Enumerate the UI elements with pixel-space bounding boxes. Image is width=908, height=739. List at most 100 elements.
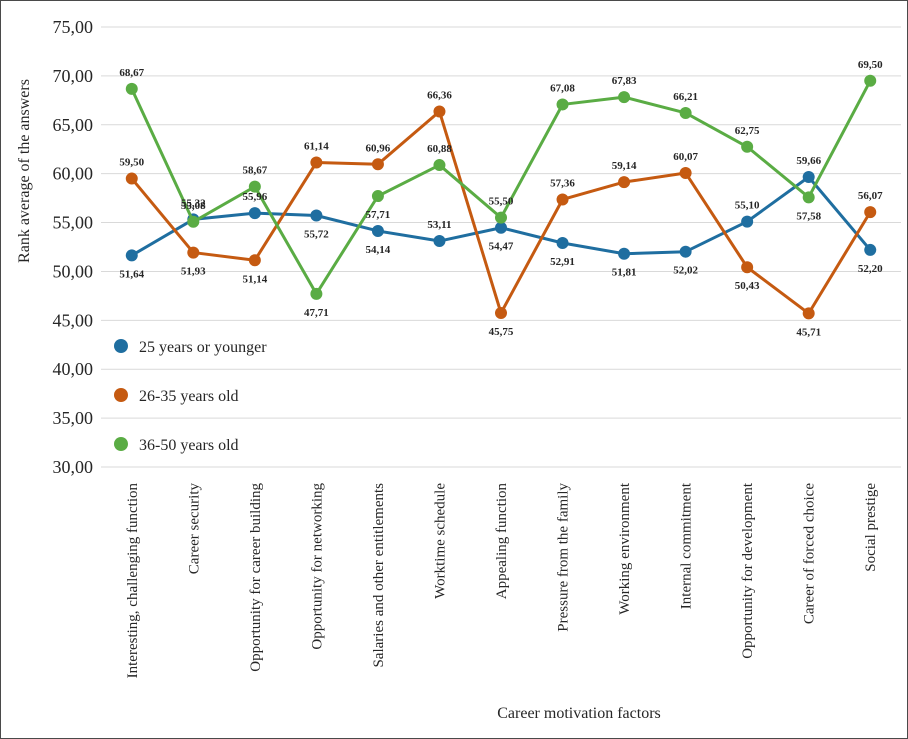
data-label: 67,83 — [612, 75, 637, 87]
data-label: 60,07 — [673, 151, 698, 163]
data-label: 61,14 — [304, 141, 329, 153]
data-point — [864, 74, 877, 87]
data-label: 57,36 — [550, 177, 575, 189]
data-point — [864, 243, 877, 256]
data-label: 55,10 — [735, 200, 760, 212]
data-label: 69,50 — [858, 59, 883, 71]
legend: 25 years or younger 26-35 years old 36-50 … — [114, 339, 267, 454]
data-label: 55,08 — [181, 200, 206, 212]
data-point — [864, 206, 877, 219]
legend-marker — [114, 437, 128, 451]
data-point — [679, 106, 692, 119]
data-label: 50,43 — [735, 280, 760, 292]
data-label: 54,47 — [489, 241, 514, 253]
data-label: 55,72 — [304, 229, 329, 241]
data-label: 59,66 — [796, 155, 821, 167]
x-tick-label: Internal commitment — [679, 482, 695, 609]
data-point — [556, 193, 569, 206]
data-point — [310, 209, 323, 222]
data-label: 51,81 — [612, 267, 637, 279]
x-tick-label: Appealing function — [494, 483, 510, 600]
data-label: 59,50 — [119, 157, 144, 169]
y-tick-label: 45,00 — [53, 310, 94, 330]
x-tick-label: Opportunity for networking — [309, 483, 325, 650]
y-tick-label: 40,00 — [53, 359, 94, 379]
data-label: 52,91 — [550, 256, 575, 268]
data-label: 55,32 — [181, 197, 206, 209]
y-tick-label: 75,00 — [53, 17, 94, 37]
x-tick-label: Working environment — [617, 482, 633, 615]
x-tick-label: Opportunity for career building — [248, 483, 264, 672]
data-label: 55,96 — [242, 191, 267, 203]
legend-label: 26-35 years old — [139, 388, 239, 405]
x-tick-label: Salaries and other entitlements — [371, 483, 387, 668]
y-tick-label: 55,00 — [53, 213, 94, 233]
data-label: 68,67 — [119, 67, 144, 79]
x-tick-label: Interesting, challenging function — [125, 483, 141, 679]
data-point — [495, 307, 507, 319]
y-tick-label: 70,00 — [53, 66, 94, 86]
legend-label: 25 years or younger — [139, 339, 267, 356]
data-label: 45,71 — [796, 326, 821, 338]
data-label: 62,75 — [735, 125, 760, 137]
y-axis-ticks: 30,00 35,00 40,00 45,00 50,00 55,00 60,00 65,00… — [53, 17, 94, 477]
series-lines — [125, 74, 877, 320]
data-point — [741, 140, 754, 153]
data-point — [125, 82, 138, 95]
data-point — [495, 211, 507, 224]
data-label: 58,67 — [242, 165, 267, 177]
data-point — [802, 191, 815, 204]
data-point — [618, 247, 631, 260]
data-point — [187, 215, 200, 228]
x-axis-categories: Interesting, challenging function Career … — [125, 482, 879, 678]
data-label: 52,20 — [858, 263, 883, 275]
data-point — [556, 236, 569, 249]
data-label: 54,14 — [366, 244, 391, 256]
data-label: 55,50 — [489, 196, 514, 208]
data-point — [433, 105, 446, 118]
data-label: 56,07 — [858, 190, 883, 202]
data-label: 59,14 — [612, 160, 637, 172]
data-label: 51,14 — [242, 273, 267, 285]
data-label: 57,71 — [366, 209, 391, 221]
data-point — [802, 307, 815, 320]
data-point — [248, 180, 261, 193]
data-label: 53,11 — [427, 219, 451, 231]
data-point — [187, 246, 200, 259]
data-label: 47,71 — [304, 307, 329, 319]
y-tick-label: 35,00 — [53, 408, 94, 428]
data-point — [741, 261, 754, 274]
data-label: 60,96 — [366, 142, 391, 154]
data-label: 51,93 — [181, 266, 206, 278]
x-tick-label: Career security — [186, 483, 202, 575]
data-point — [802, 170, 815, 183]
x-tick-label: Worktime schedule — [432, 483, 448, 599]
data-label: 51,64 — [119, 268, 144, 280]
y-tick-label: 65,00 — [53, 115, 94, 135]
data-point — [433, 235, 446, 248]
data-point — [125, 249, 138, 262]
data-label: 60,88 — [427, 143, 452, 155]
legend-marker — [114, 388, 128, 402]
data-point — [371, 158, 384, 171]
legend-label: 36-50 years old — [139, 437, 239, 454]
data-point — [433, 159, 446, 172]
data-point — [556, 98, 569, 111]
data-point — [495, 221, 507, 234]
y-tick-label: 60,00 — [53, 164, 94, 184]
x-tick-label: Career of forced choice — [802, 483, 818, 625]
data-point — [310, 156, 323, 169]
y-tick-label: 30,00 — [53, 457, 94, 477]
data-label: 67,08 — [550, 82, 575, 94]
data-point — [618, 91, 631, 104]
data-point — [310, 287, 323, 300]
x-tick-label: Opportunity for development — [740, 482, 756, 659]
data-point — [679, 245, 692, 258]
data-point — [741, 215, 754, 228]
data-label: 66,21 — [673, 91, 698, 103]
data-point — [618, 176, 631, 189]
data-label: 57,58 — [796, 210, 821, 222]
y-tick-label: 50,00 — [53, 261, 94, 281]
y-axis-title: Rank average of the answers — [16, 79, 33, 263]
